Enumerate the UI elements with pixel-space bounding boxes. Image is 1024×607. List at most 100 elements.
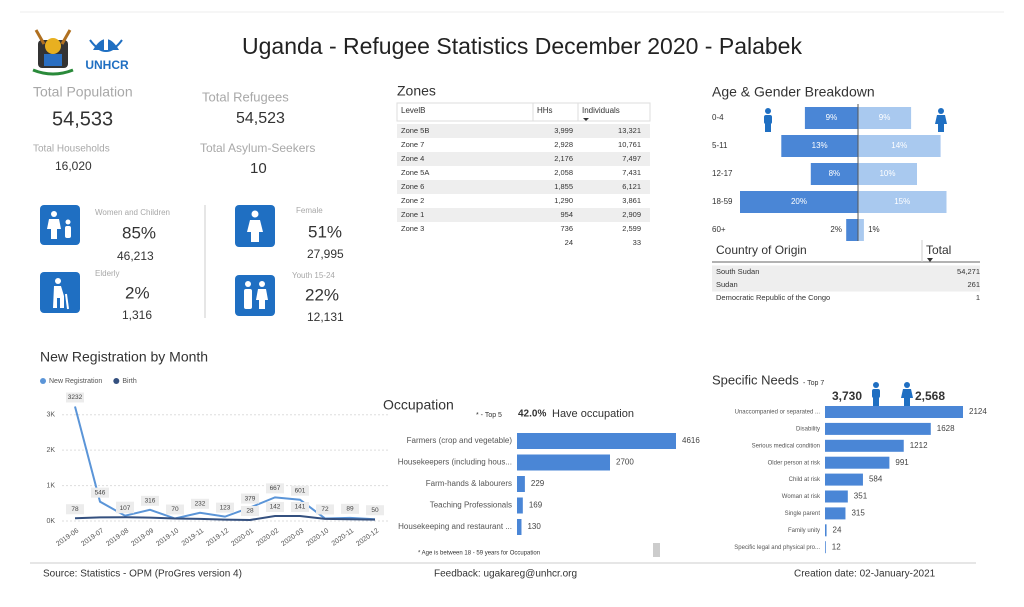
data-label: 546	[95, 489, 106, 496]
group-percent: 2%	[125, 283, 150, 302]
category-label: Housekeepers (including hous...	[398, 458, 512, 467]
legend-label: Birth	[122, 378, 137, 385]
row-background	[397, 208, 650, 222]
table-total: 33	[633, 238, 641, 247]
bar	[825, 473, 863, 486]
table-cell: Zone 1	[401, 210, 424, 219]
data-label-box	[191, 498, 209, 509]
table-title: Zones	[397, 83, 436, 99]
chart-title: Occupation	[383, 397, 454, 413]
bar	[781, 135, 858, 157]
legend-label: New Registration	[49, 378, 102, 385]
data-label: 229	[531, 479, 545, 488]
table-header	[396, 102, 651, 122]
bar	[517, 519, 522, 535]
category-label: Farm-hands & labourers	[426, 479, 512, 488]
table-cell: 2,176	[554, 154, 573, 163]
table-cell: Zone 7	[401, 140, 424, 149]
kpi-label: Total Asylum-Seekers	[200, 141, 315, 155]
data-label: 12	[832, 542, 841, 551]
table-cell: 13,321	[618, 126, 641, 135]
kpi-label: Total Households	[33, 144, 110, 155]
table-cell: Zone 6	[401, 182, 424, 191]
bar	[825, 406, 963, 418]
data-label-box	[291, 502, 309, 513]
group-percent: 85%	[122, 223, 156, 242]
bar	[825, 422, 931, 435]
group-count: 12,131	[307, 310, 344, 324]
kpi-label: Total Population	[33, 84, 133, 100]
data-label-box	[316, 504, 334, 515]
group-icon	[235, 205, 275, 247]
table-cell: 10,761	[618, 140, 641, 149]
category-label: Disability	[796, 426, 820, 432]
data-label: 169	[529, 501, 543, 510]
coat-of-arms	[32, 29, 74, 76]
table-cell: 7,431	[622, 168, 641, 177]
data-label: 72	[321, 506, 329, 513]
bar	[858, 219, 864, 241]
data-label: 351	[854, 492, 868, 501]
data-label-box	[141, 495, 159, 506]
line-series	[74, 514, 376, 522]
data-label: 315	[851, 509, 865, 518]
group-percent: 51%	[308, 222, 342, 241]
chart-subtitle: * - Top 5	[476, 412, 502, 419]
logo-text: UNHCR	[85, 58, 129, 72]
male-icon	[872, 382, 880, 406]
kpi-value: 10	[250, 160, 267, 177]
category-label: Housekeeping and restaurant ...	[398, 522, 512, 531]
category-label: Older person at risk	[768, 460, 821, 466]
data-label: 89	[346, 506, 354, 513]
data-label: 316	[145, 498, 156, 505]
data-label: 142	[270, 504, 281, 511]
bar	[825, 439, 904, 452]
group-icon	[235, 275, 275, 316]
group-label: Women and Children	[95, 208, 170, 217]
table-cell: Zone 3	[401, 224, 424, 233]
category-label: Single parent	[785, 511, 821, 517]
bar	[517, 497, 523, 514]
data-label-box	[241, 506, 259, 517]
data-label-box	[366, 505, 384, 516]
data-label: 3232	[68, 394, 83, 401]
data-label: 2%	[830, 225, 842, 234]
data-label: 24	[833, 525, 842, 534]
category-label: Specific legal and physical pro...	[734, 545, 820, 551]
data-label: 1212	[910, 441, 928, 450]
table-cell: 1,290	[554, 196, 573, 205]
data-label-box	[91, 487, 109, 498]
female-icon	[901, 382, 913, 406]
kpi-value: 16,020	[55, 159, 92, 173]
data-label: 9%	[826, 113, 838, 122]
data-label-box	[266, 483, 284, 494]
y-tick-label: 3K	[46, 412, 55, 419]
group-percent: 22%	[305, 285, 339, 304]
group-label: Elderly	[95, 269, 119, 278]
annotation: 2,568	[915, 389, 945, 403]
column-header: LevelB	[401, 106, 425, 115]
row-background	[712, 265, 980, 279]
footnote: * Age is between 18 - 59 years for Occup…	[418, 551, 540, 557]
group-count: 1,316	[122, 308, 152, 322]
table-cell: 1	[976, 293, 980, 302]
table-cell: 261	[967, 280, 980, 289]
page-title: Uganda - Refugee Statistics December 202…	[242, 33, 802, 59]
table-total: 24	[565, 238, 573, 247]
data-label: 584	[869, 475, 883, 484]
data-label: 2124	[969, 407, 987, 416]
category-label: Family unity	[788, 528, 820, 534]
category-label: Serious medical condition	[752, 443, 820, 449]
data-label-box	[341, 503, 359, 514]
row-label: 5-11	[712, 141, 728, 150]
row-label: 60+	[712, 225, 726, 234]
bar	[825, 541, 826, 554]
column-header: Total	[926, 243, 951, 257]
group-icon	[40, 205, 80, 245]
kpi-value: 54,533	[52, 108, 113, 130]
female-icon	[935, 108, 947, 132]
data-label: 10%	[879, 169, 895, 178]
data-label-box	[116, 503, 134, 514]
category-label: Unaccompanied or separated ...	[735, 410, 821, 416]
